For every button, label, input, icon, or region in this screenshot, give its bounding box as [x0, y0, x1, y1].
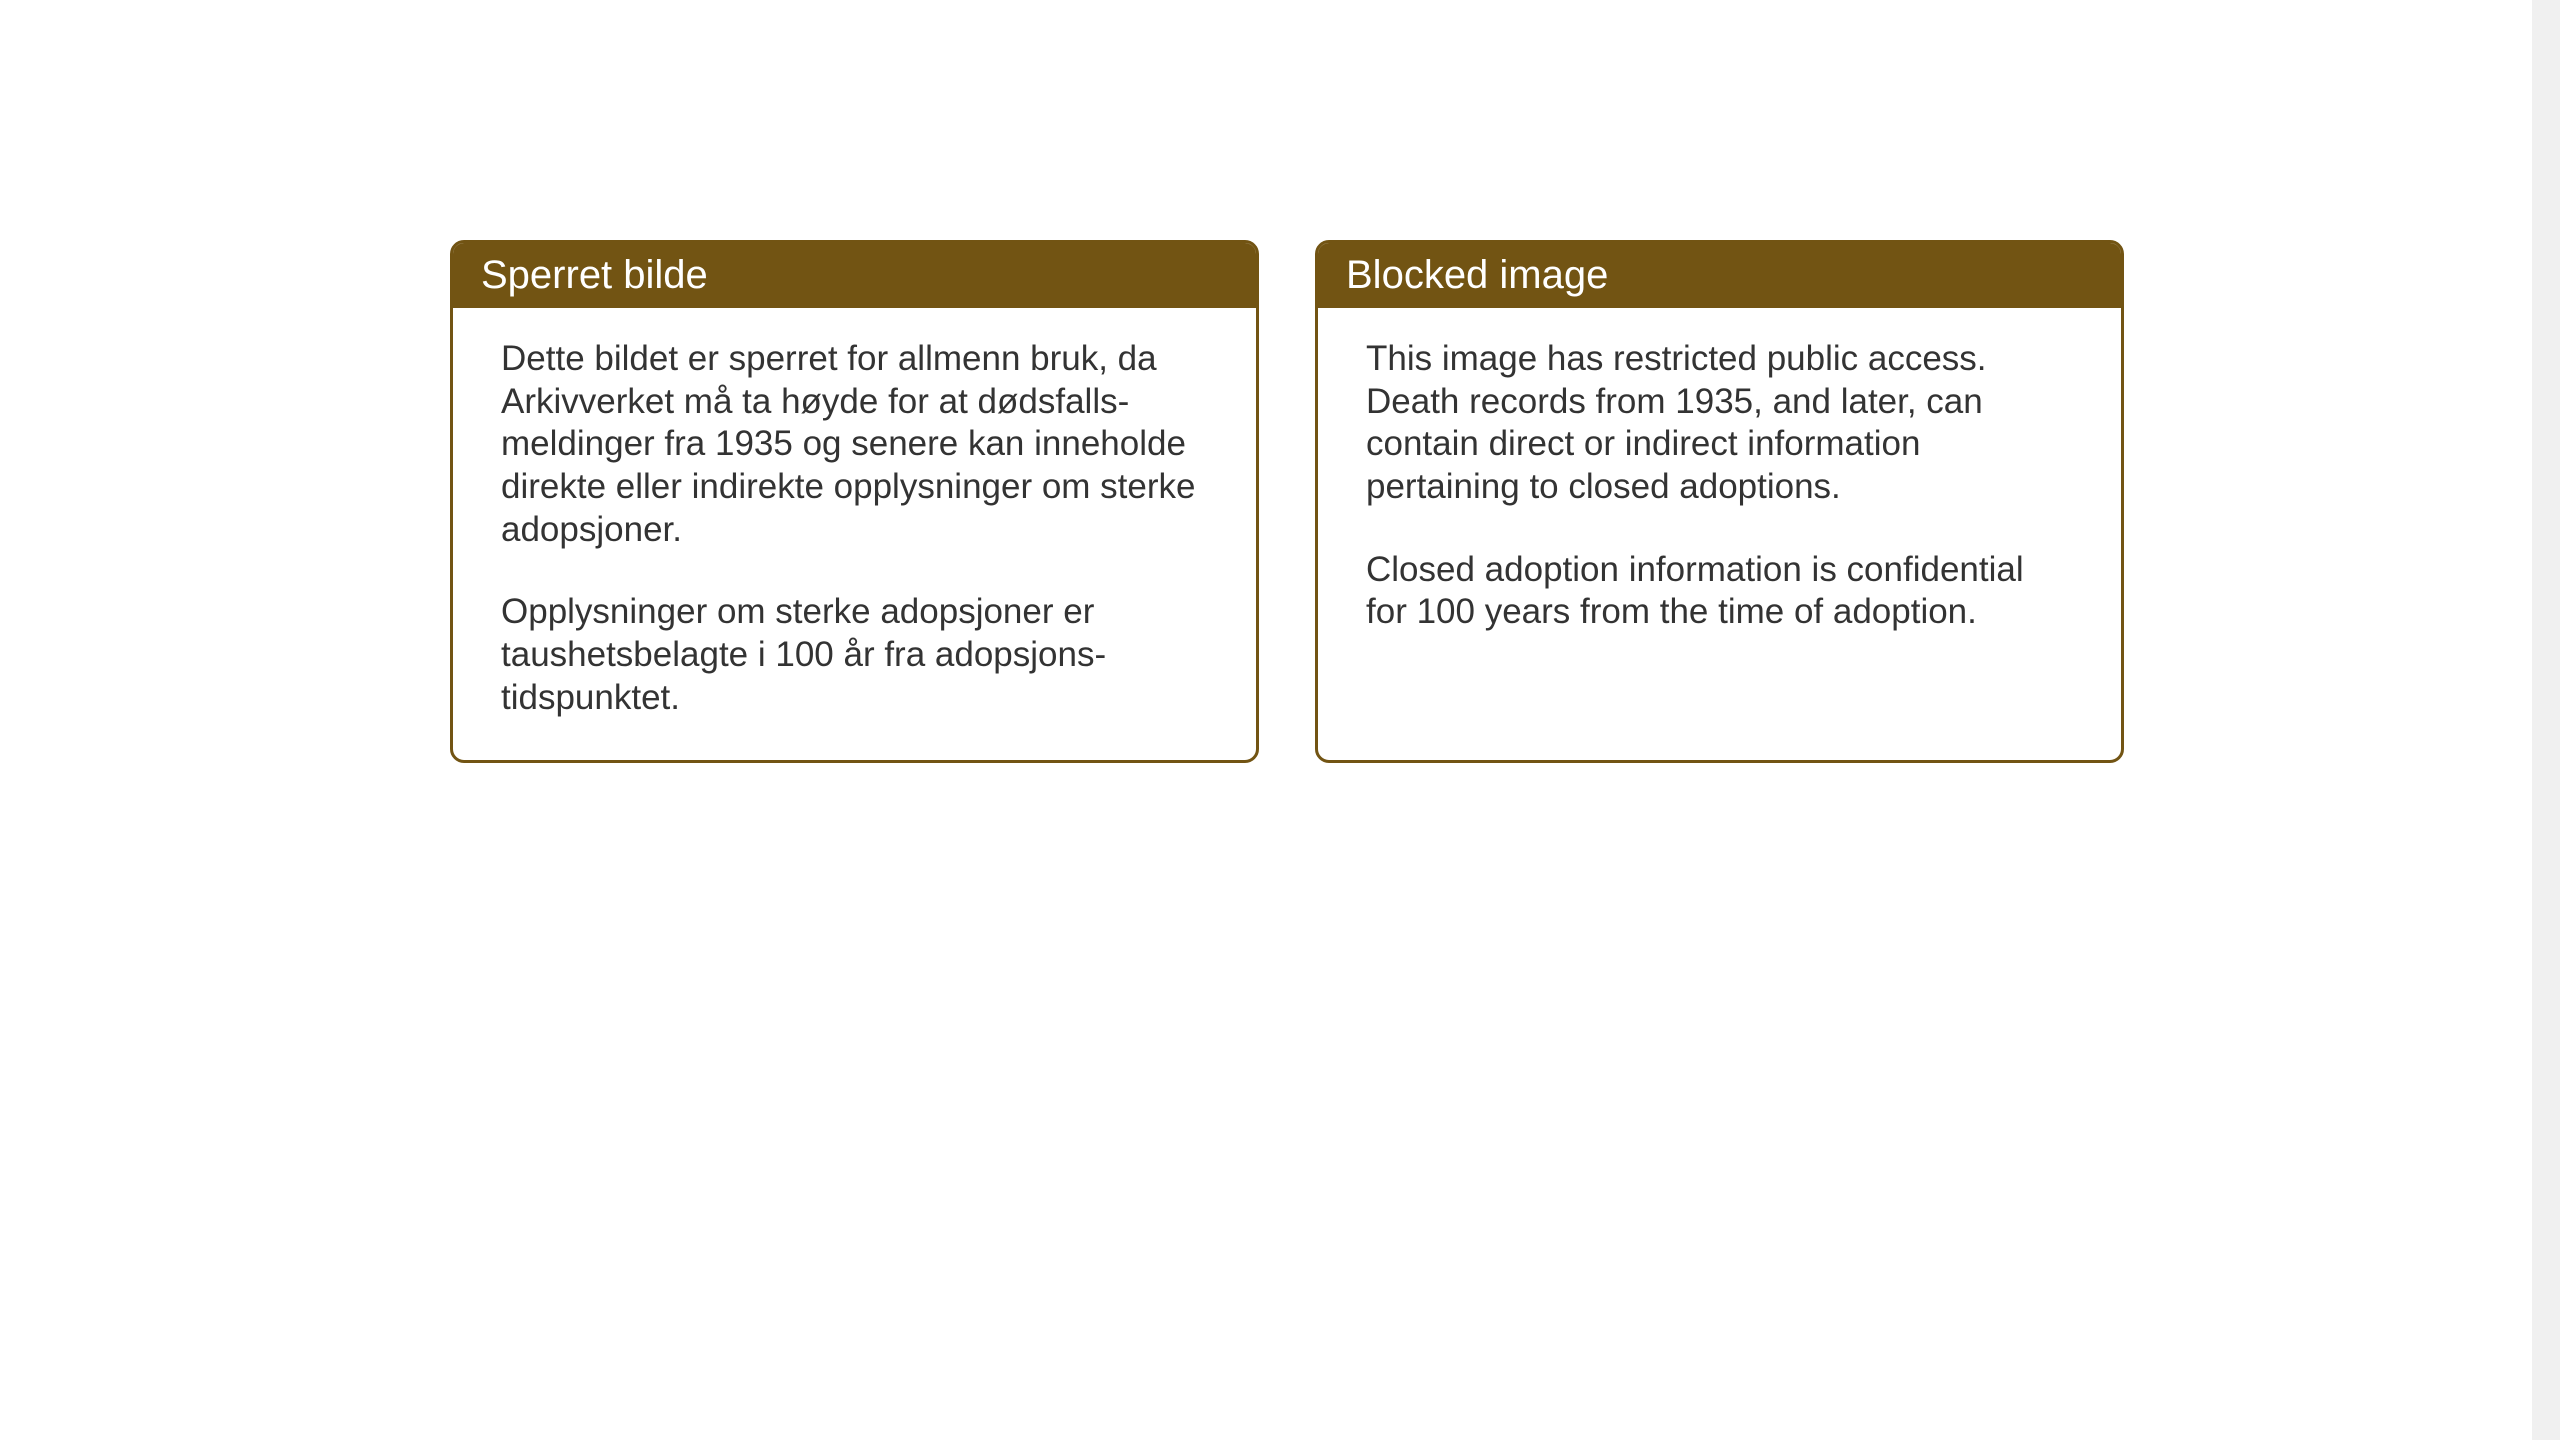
scrollbar[interactable] — [2532, 0, 2560, 1440]
english-paragraph-1: This image has restricted public access.… — [1366, 338, 2073, 509]
norwegian-info-card: Sperret bilde Dette bildet er sperret fo… — [450, 240, 1259, 763]
english-paragraph-2: Closed adoption information is confident… — [1366, 549, 2073, 634]
norwegian-paragraph-1: Dette bildet er sperret for allmenn bruk… — [501, 338, 1208, 551]
english-info-card: Blocked image This image has restricted … — [1315, 240, 2124, 763]
norwegian-card-title: Sperret bilde — [453, 243, 1256, 308]
english-card-title: Blocked image — [1318, 243, 2121, 308]
english-card-body: This image has restricted public access.… — [1318, 308, 2121, 674]
norwegian-card-body: Dette bildet er sperret for allmenn bruk… — [453, 308, 1256, 760]
norwegian-paragraph-2: Opplysninger om sterke adopsjoner er tau… — [501, 591, 1208, 719]
info-cards-container: Sperret bilde Dette bildet er sperret fo… — [450, 240, 2560, 763]
